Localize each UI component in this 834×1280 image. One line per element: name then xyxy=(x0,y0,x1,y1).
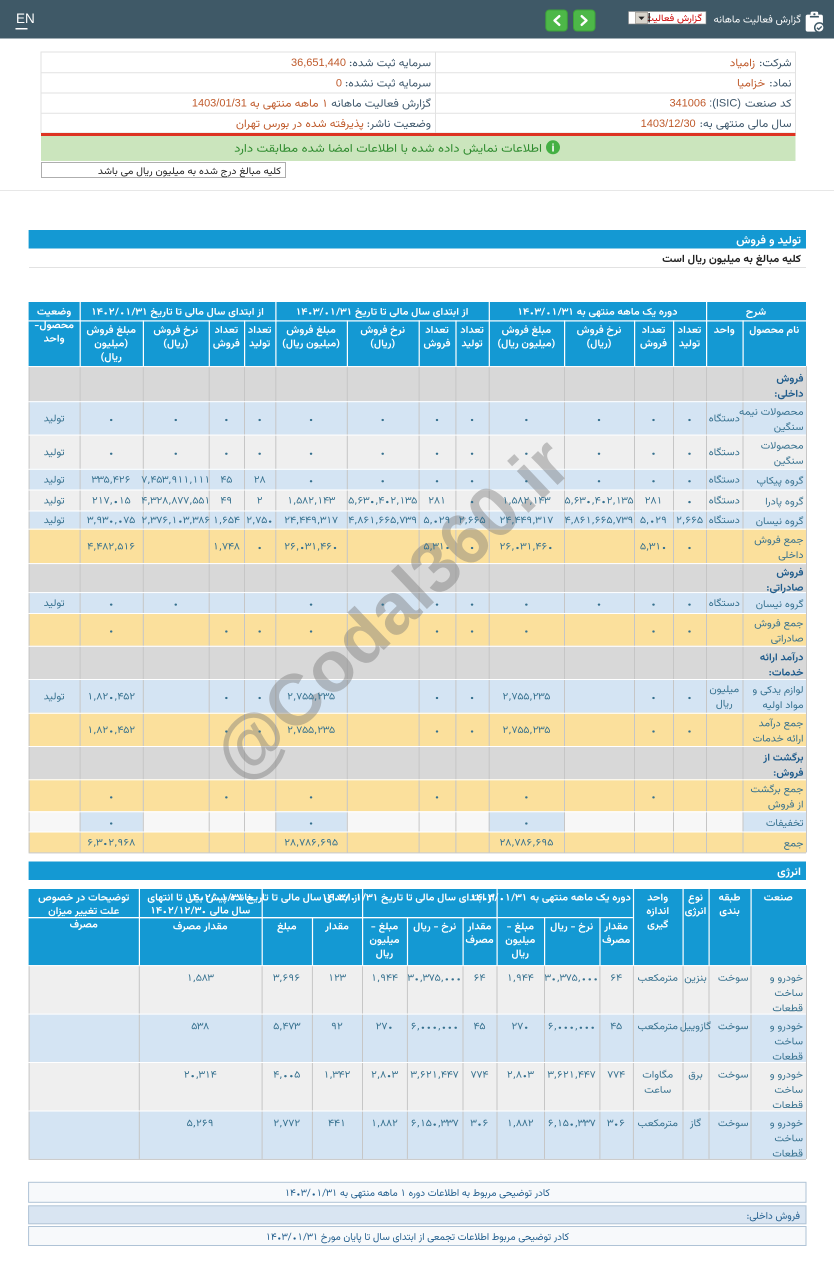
svg-text:0: 0 xyxy=(336,77,342,89)
svg-text:36,651,440: 36,651,440 xyxy=(291,57,346,69)
svg-text:1403/01/31: 1403/01/31 xyxy=(192,98,247,110)
svg-text:1403/12/30: 1403/12/30 xyxy=(641,118,696,130)
svg-text:341006: 341006 xyxy=(669,98,706,110)
svg-text:EN: EN xyxy=(16,11,35,26)
svg-text:i: i xyxy=(551,143,554,155)
svg-text::(ISIC): :(ISIC) xyxy=(709,98,741,110)
